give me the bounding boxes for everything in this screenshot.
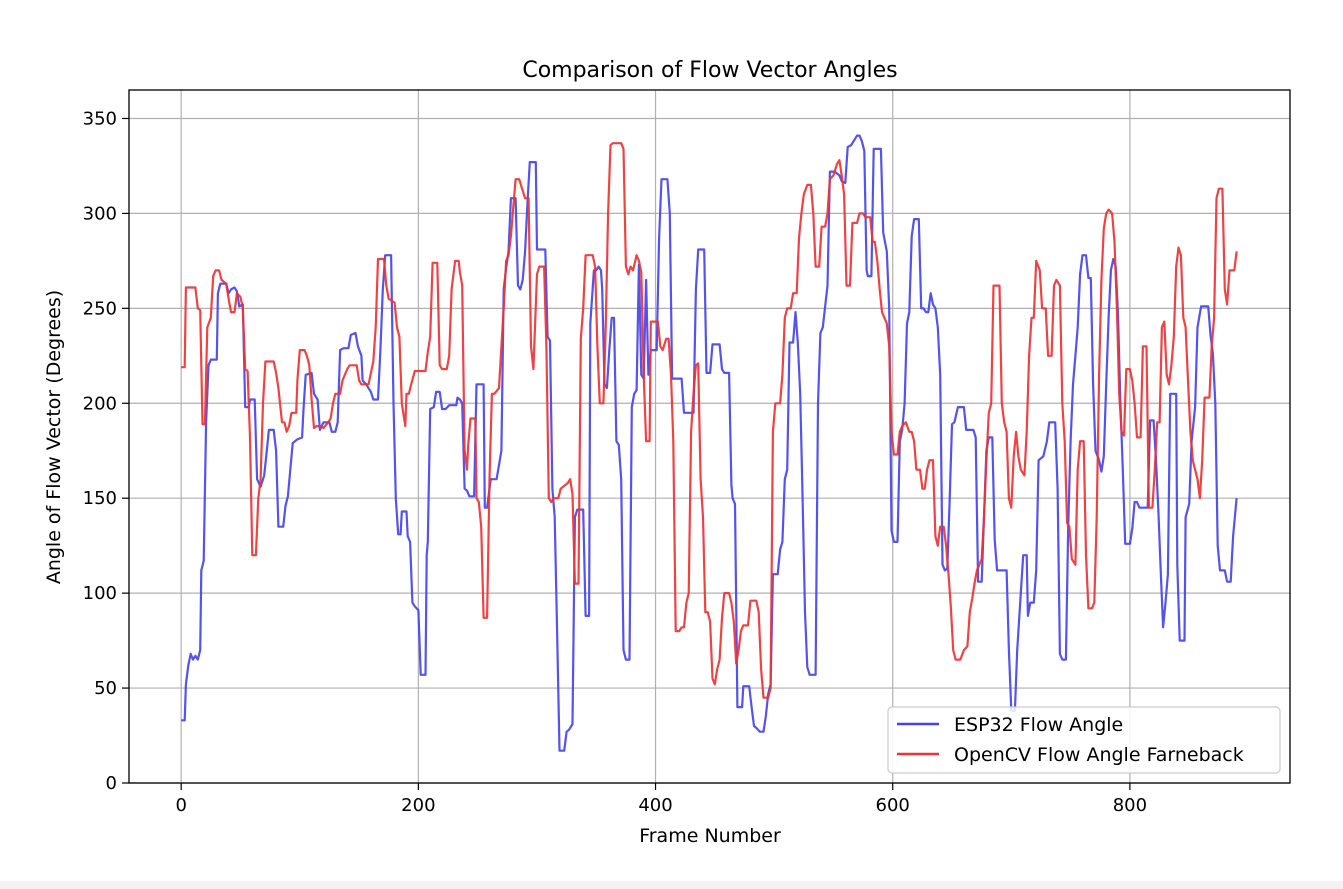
y-tick-label: 150 [83,488,117,509]
x-tick-label: 200 [401,795,435,816]
x-axis-label: Frame Number [639,825,781,847]
axis-ticks: 0 200 400 600 800 0 50 100 150 200 250 300 350 [83,108,1147,816]
legend-box [887,706,1281,774]
y-tick-label: 0 [106,773,117,794]
bottom-strip [0,881,1343,889]
x-tick-label: 400 [638,795,672,816]
series-lines [181,134,1238,752]
chart-title: Comparison of Flow Vector Angles [522,58,897,83]
y-tick-label: 100 [83,583,117,604]
x-tick-label: 600 [876,795,910,816]
y-tick-label: 200 [83,393,117,414]
plot-frame [128,89,1291,784]
x-tick-label: 800 [1113,795,1147,816]
series-line-esp32 [181,134,1238,752]
series-line-opencv [181,142,1238,699]
y-axis-label: Angle of Flow Vector (Degrees) [43,290,65,584]
legend-label: ESP32 Flow Angle [954,714,1123,736]
x-tick-label: 0 [175,795,186,816]
y-tick-label: 250 [83,298,117,319]
y-tick-label: 350 [83,108,117,129]
y-tick-label: 300 [83,203,117,224]
legend-label: OpenCV Flow Angle Farneback [954,744,1244,766]
legend: ESP32 Flow Angle OpenCV Flow Angle Farneb… [887,706,1281,774]
y-tick-label: 50 [94,678,117,699]
